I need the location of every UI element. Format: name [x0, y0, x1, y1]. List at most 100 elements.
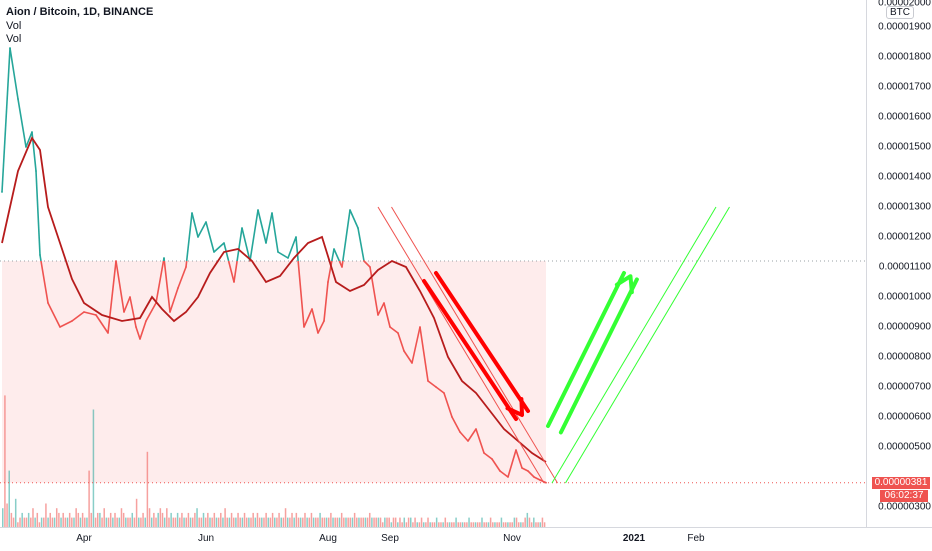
- volume-bar: [309, 518, 311, 527]
- price-point: [71, 320, 73, 322]
- price-line-segment: [186, 261, 187, 267]
- volume-bar: [369, 513, 371, 527]
- volume-bar: [388, 518, 390, 527]
- volume-bar: [527, 513, 529, 527]
- price-line-segment: [206, 222, 214, 252]
- volume-bar: [196, 508, 198, 527]
- volume-bar: [278, 513, 280, 527]
- volume-bar: [149, 508, 151, 527]
- volume-bar: [244, 513, 246, 527]
- volume-bar: [6, 504, 8, 528]
- price-point: [397, 332, 399, 334]
- volume-bar: [524, 518, 526, 527]
- volume-bar: [45, 504, 47, 528]
- price-point: [139, 338, 141, 340]
- price-point: [17, 98, 19, 100]
- volume-bar: [147, 452, 149, 527]
- currency-badge[interactable]: BTC: [886, 6, 914, 19]
- volume-bar: [110, 513, 112, 527]
- price-point: [533, 476, 535, 478]
- price-point: [303, 326, 305, 328]
- volume-bar: [231, 513, 233, 527]
- volume-bar: [28, 513, 30, 527]
- volume-bar: [315, 518, 317, 527]
- volume-bar: [317, 518, 319, 527]
- volume-bar: [326, 518, 328, 527]
- volume-bar: [306, 518, 308, 527]
- volume-bar: [283, 518, 285, 527]
- price-axis-label: 0.00000500: [878, 442, 931, 453]
- price-point: [185, 266, 187, 268]
- volume-bar: [138, 518, 140, 527]
- volume-bar: [155, 518, 157, 527]
- volume-bar: [153, 513, 155, 527]
- price-point: [25, 146, 27, 148]
- volume-bar: [144, 518, 146, 527]
- volume-bar: [324, 518, 326, 527]
- volume-bar: [73, 518, 75, 527]
- price-point: [135, 326, 137, 328]
- volume-bar: [185, 518, 187, 527]
- price-line-segment: [358, 228, 364, 261]
- volume-bar: [188, 513, 190, 527]
- price-point: [287, 257, 289, 259]
- volume-bar: [235, 518, 237, 527]
- volume-bar: [134, 518, 136, 527]
- bar-countdown-label: 06:02:37: [880, 490, 928, 502]
- volume-bar: [101, 518, 103, 527]
- drawn-arrow-shaft: [561, 279, 637, 432]
- price-point: [483, 452, 485, 454]
- volume-bar: [427, 518, 429, 527]
- volume-bar: [121, 508, 123, 527]
- volume-bar: [13, 518, 15, 527]
- price-axis-label: 0.00000600: [878, 412, 931, 423]
- volume-bar: [242, 518, 244, 527]
- volume-bar: [162, 513, 164, 527]
- volume-bar: [97, 513, 99, 527]
- volume-bar: [302, 518, 304, 527]
- time-axis-label: Aug: [319, 533, 337, 544]
- volume-bar: [132, 513, 134, 527]
- price-point: [427, 380, 429, 382]
- price-point: [9, 47, 11, 49]
- volume-bar: [375, 518, 377, 527]
- volume-bar: [183, 518, 185, 527]
- volume-bar: [15, 499, 17, 527]
- volume-bar: [239, 518, 241, 527]
- volume-bar: [227, 518, 229, 527]
- volume-bar: [177, 513, 179, 527]
- volume-bar: [393, 518, 395, 527]
- chart-area[interactable]: Aion / Bitcoin, 1D, BINANCE Vol Vol: [0, 0, 866, 527]
- price-point: [459, 431, 461, 433]
- price-axis-label: 0.00001700: [878, 82, 931, 93]
- volume-bar: [501, 518, 503, 527]
- volume-bar: [8, 471, 10, 527]
- volume-bar: [211, 518, 213, 527]
- volume-bar: [410, 518, 412, 527]
- volume-bar: [332, 518, 334, 527]
- price-line-segment: [342, 261, 343, 267]
- volume-bar: [347, 518, 349, 527]
- volume-bar: [263, 518, 265, 527]
- volume-bar: [481, 518, 483, 527]
- volume-bar: [47, 518, 49, 527]
- volume-bar: [179, 518, 181, 527]
- volume-bar: [157, 513, 159, 527]
- volume-bar: [233, 518, 235, 527]
- volume-bar: [201, 518, 203, 527]
- price-point: [327, 281, 329, 283]
- volume-bar: [421, 518, 423, 527]
- volume-bar: [321, 518, 323, 527]
- price-line-segment: [258, 210, 266, 243]
- volume-bar: [218, 518, 220, 527]
- volume-bar: [345, 518, 347, 527]
- volume-bar: [468, 518, 470, 527]
- volume-bar: [455, 518, 457, 527]
- volume-bar: [328, 518, 330, 527]
- price-chart[interactable]: [0, 0, 866, 527]
- volume-bar: [356, 518, 358, 527]
- price-line-segment: [296, 237, 298, 261]
- price-point: [205, 221, 207, 223]
